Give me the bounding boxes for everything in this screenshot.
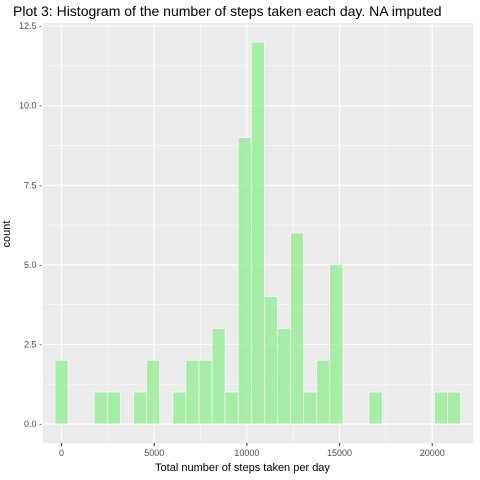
histogram-bar — [316, 359, 331, 425]
histogram-bar — [93, 391, 108, 425]
histogram-bar — [368, 391, 383, 425]
x-tick-label: 20000 — [420, 448, 445, 458]
histogram-bar — [133, 391, 147, 425]
x-axis-title: Total number of steps taken per day — [155, 462, 330, 474]
histogram-bar — [303, 391, 317, 425]
y-tick-label: 10.0 - — [19, 101, 42, 111]
y-tick-label: 12.5 - — [19, 21, 42, 31]
y-tick-label: 5.0 - — [24, 260, 42, 270]
y-tick-label: 0.0 - — [24, 419, 42, 429]
x-axis-ticks: 0 5000 10000 15000 20000 — [59, 443, 445, 458]
x-tick-label: 10000 — [234, 448, 259, 458]
x-tick-label: 15000 — [327, 448, 352, 458]
histogram-bar — [198, 359, 213, 425]
histogram-bar — [434, 391, 448, 425]
histogram-bar — [447, 391, 461, 425]
histogram-bar — [264, 296, 278, 425]
histogram-bar — [250, 41, 265, 425]
histogram-bar — [54, 359, 69, 425]
y-tick-label: 7.5 - — [24, 180, 42, 190]
histogram-bar — [224, 391, 239, 425]
x-tick-label: 5000 — [144, 448, 164, 458]
histogram-bar — [290, 232, 304, 425]
x-tick-label: 0 — [59, 448, 64, 458]
histogram-bars — [54, 41, 461, 425]
histogram-bar — [211, 328, 226, 425]
y-axis-ticks: 0.0 - 2.5 - 5.0 - 7.5 - 10.0 - 12.5 - — [19, 21, 42, 429]
histogram-bar — [172, 391, 187, 425]
chart-title: Plot 3: Histogram of the number of steps… — [13, 3, 442, 19]
histogram-bar — [277, 328, 291, 425]
histogram-bar — [185, 359, 200, 425]
histogram-bar — [107, 391, 121, 425]
histogram-bar — [146, 359, 160, 425]
y-tick-label: 2.5 - — [24, 339, 42, 349]
histogram-bar — [329, 264, 344, 425]
histogram-bar — [237, 137, 252, 425]
